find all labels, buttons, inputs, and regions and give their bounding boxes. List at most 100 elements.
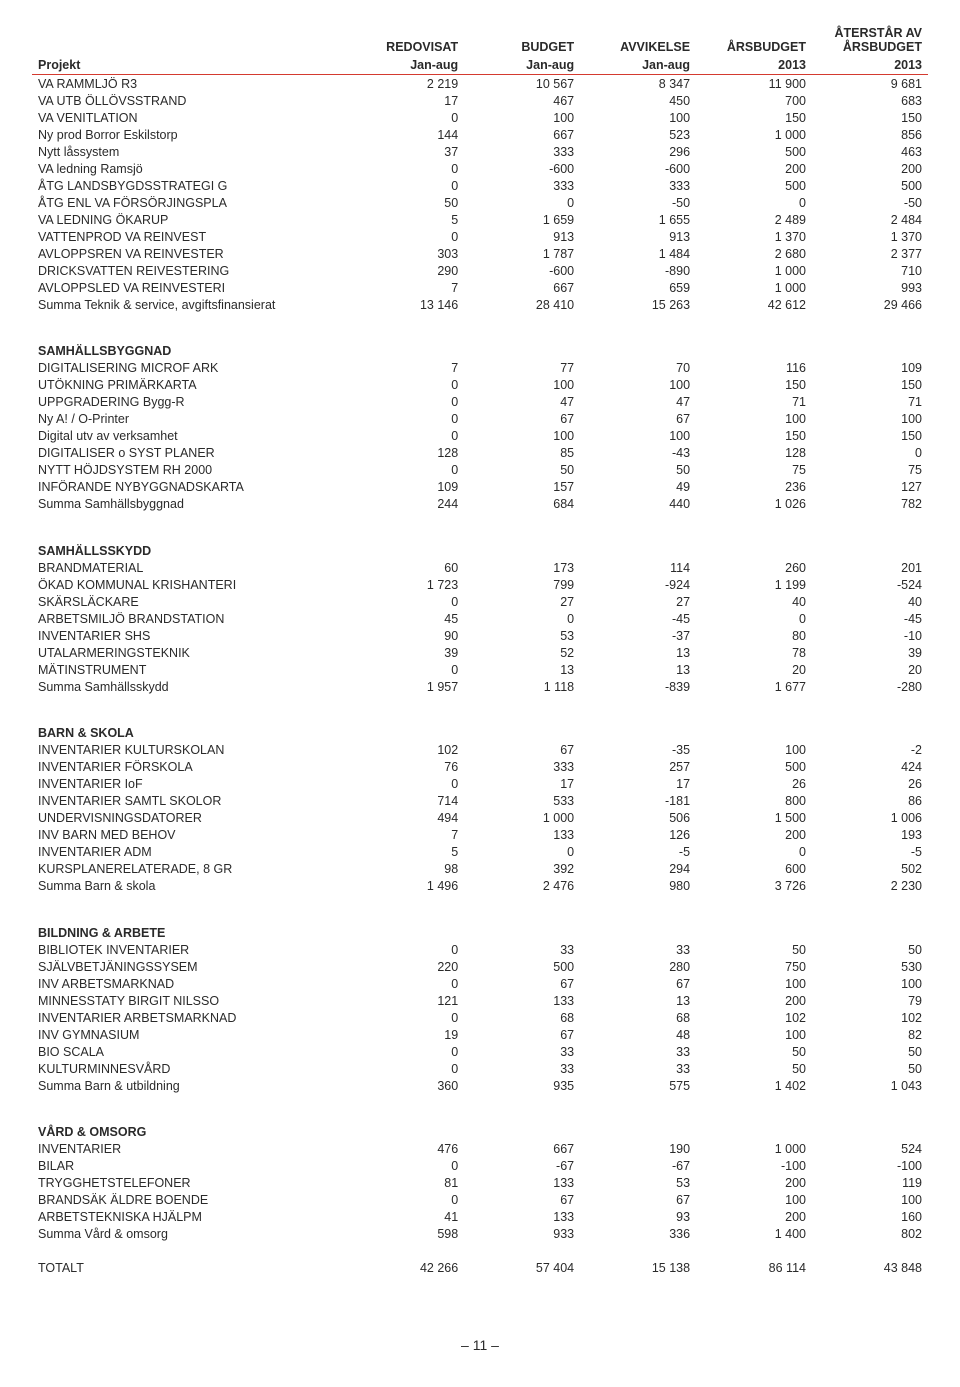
row-label: Summa Teknik & service, avgiftsfinansier… bbox=[32, 296, 348, 313]
row-value: 336 bbox=[580, 1226, 696, 1243]
row-value: 200 bbox=[696, 827, 812, 844]
row-value: 85 bbox=[464, 445, 580, 462]
row-label: BIBLIOTEK INVENTARIER bbox=[32, 941, 348, 958]
row-label: AVLOPPSLED VA REINVESTERI bbox=[32, 279, 348, 296]
row-value: 42 266 bbox=[348, 1260, 464, 1277]
row-value: 506 bbox=[580, 810, 696, 827]
row-value: 119 bbox=[812, 1175, 928, 1192]
row-value: 2 219 bbox=[348, 75, 464, 93]
row-value: 1 199 bbox=[696, 576, 812, 593]
row-label: ARBETSMILJÖ BRANDSTATION bbox=[32, 610, 348, 627]
row-value: 667 bbox=[464, 1141, 580, 1158]
row-value: 392 bbox=[464, 861, 580, 878]
row-label: DRICKSVATTEN REIVESTERING bbox=[32, 262, 348, 279]
row-label: VA LEDNING ÖKARUP bbox=[32, 211, 348, 228]
row-label: INVENTARIER SHS bbox=[32, 627, 348, 644]
row-value: 133 bbox=[464, 992, 580, 1009]
row-value: 993 bbox=[812, 279, 928, 296]
row-label: BRANDSÄK ÄLDRE BOENDE bbox=[32, 1192, 348, 1209]
row-value: 1 655 bbox=[580, 211, 696, 228]
row-value: 160 bbox=[812, 1209, 928, 1226]
row-value: -45 bbox=[812, 610, 928, 627]
row-label: VA RAMMLJÖ R3 bbox=[32, 75, 348, 93]
row-value: 333 bbox=[464, 143, 580, 160]
row-value: 33 bbox=[464, 1043, 580, 1060]
table-row: VA RAMMLJÖ R32 21910 5678 34711 9009 681 bbox=[32, 75, 928, 93]
table-row: INV ARBETSMARKNAD06767100100 bbox=[32, 975, 928, 992]
row-value: 450 bbox=[580, 92, 696, 109]
row-value: 1 496 bbox=[348, 878, 464, 895]
row-label: TRYGGHETSTELEFONER bbox=[32, 1175, 348, 1192]
row-value: 424 bbox=[812, 759, 928, 776]
table-row: UPPGRADERING Bygg-R047477171 bbox=[32, 394, 928, 411]
row-value: 2 680 bbox=[696, 245, 812, 262]
row-value: 102 bbox=[348, 742, 464, 759]
table-row: SKÄRSLÄCKARE027274040 bbox=[32, 593, 928, 610]
row-value: 126 bbox=[580, 827, 696, 844]
row-value: 29 466 bbox=[812, 296, 928, 313]
row-value: 33 bbox=[580, 941, 696, 958]
row-value: 333 bbox=[464, 177, 580, 194]
table-row: Summa Samhällsbyggnad2446844401 026782 bbox=[32, 496, 928, 513]
row-value: 20 bbox=[812, 661, 928, 678]
row-value: 70 bbox=[580, 360, 696, 377]
row-value: 0 bbox=[348, 109, 464, 126]
row-value: 193 bbox=[812, 827, 928, 844]
row-value: 150 bbox=[812, 109, 928, 126]
spacer-row bbox=[32, 895, 928, 912]
row-value: 20 bbox=[696, 661, 812, 678]
row-value: 0 bbox=[348, 428, 464, 445]
row-value: 50 bbox=[812, 1043, 928, 1060]
row-value: 76 bbox=[348, 759, 464, 776]
row-value: 200 bbox=[696, 992, 812, 1009]
row-value: 114 bbox=[580, 559, 696, 576]
row-label: MINNESSTATY BIRGIT NILSSO bbox=[32, 992, 348, 1009]
row-value: 13 bbox=[580, 992, 696, 1009]
row-value: 684 bbox=[464, 496, 580, 513]
row-label: ÖKAD KOMMUNAL KRISHANTERI bbox=[32, 576, 348, 593]
row-value: 0 bbox=[348, 228, 464, 245]
row-value: 1 787 bbox=[464, 245, 580, 262]
table-row: Digital utv av verksamhet0100100150150 bbox=[32, 428, 928, 445]
row-value: 86 bbox=[812, 793, 928, 810]
row-value: 710 bbox=[812, 262, 928, 279]
row-value: 1 402 bbox=[696, 1077, 812, 1094]
col-avvikelse: AVVIKELSE bbox=[580, 24, 696, 56]
row-value: 523 bbox=[580, 126, 696, 143]
table-row: VA ledning Ramsjö0-600-600200200 bbox=[32, 160, 928, 177]
row-value: 2 489 bbox=[696, 211, 812, 228]
row-value: 133 bbox=[464, 1175, 580, 1192]
row-value: 100 bbox=[580, 109, 696, 126]
row-value: 5 bbox=[348, 211, 464, 228]
row-value: 1 043 bbox=[812, 1077, 928, 1094]
row-value: -43 bbox=[580, 445, 696, 462]
row-value: 0 bbox=[696, 194, 812, 211]
row-value: 260 bbox=[696, 559, 812, 576]
row-value: 502 bbox=[812, 861, 928, 878]
col-sub-aterstar: 2013 bbox=[812, 56, 928, 75]
section-header: BILDNING & ARBETE bbox=[32, 912, 928, 942]
row-label: UTALARMERINGSTEKNIK bbox=[32, 644, 348, 661]
row-label: INV GYMNASIUM bbox=[32, 1026, 348, 1043]
row-value: 1 400 bbox=[696, 1226, 812, 1243]
row-label: Summa Barn & skola bbox=[32, 878, 348, 895]
row-label: KURSPLANERELATERADE, 8 GR bbox=[32, 861, 348, 878]
table-row: UTÖKNING PRIMÄRKARTA0100100150150 bbox=[32, 377, 928, 394]
table-header: REDOVISAT BUDGET AVVIKELSE ÅRSBUDGET ÅTE… bbox=[32, 24, 928, 75]
row-value: -600 bbox=[580, 160, 696, 177]
row-value: 100 bbox=[696, 975, 812, 992]
row-value: 463 bbox=[812, 143, 928, 160]
row-value: 667 bbox=[464, 279, 580, 296]
table-row: Summa Barn & skola1 4962 4769803 7262 23… bbox=[32, 878, 928, 895]
row-value: 133 bbox=[464, 1209, 580, 1226]
row-value: 201 bbox=[812, 559, 928, 576]
row-value: -45 bbox=[580, 610, 696, 627]
row-value: 26 bbox=[696, 776, 812, 793]
row-value: 0 bbox=[348, 776, 464, 793]
row-label: INVENTARIER SAMTL SKOLOR bbox=[32, 793, 348, 810]
table-row: AVLOPPSREN VA REINVESTER3031 7871 4842 6… bbox=[32, 245, 928, 262]
row-value: 1 000 bbox=[696, 279, 812, 296]
row-label: INVENTARIER ADM bbox=[32, 844, 348, 861]
row-value: 333 bbox=[580, 177, 696, 194]
table-row: INVENTARIER SHS9053-3780-10 bbox=[32, 627, 928, 644]
